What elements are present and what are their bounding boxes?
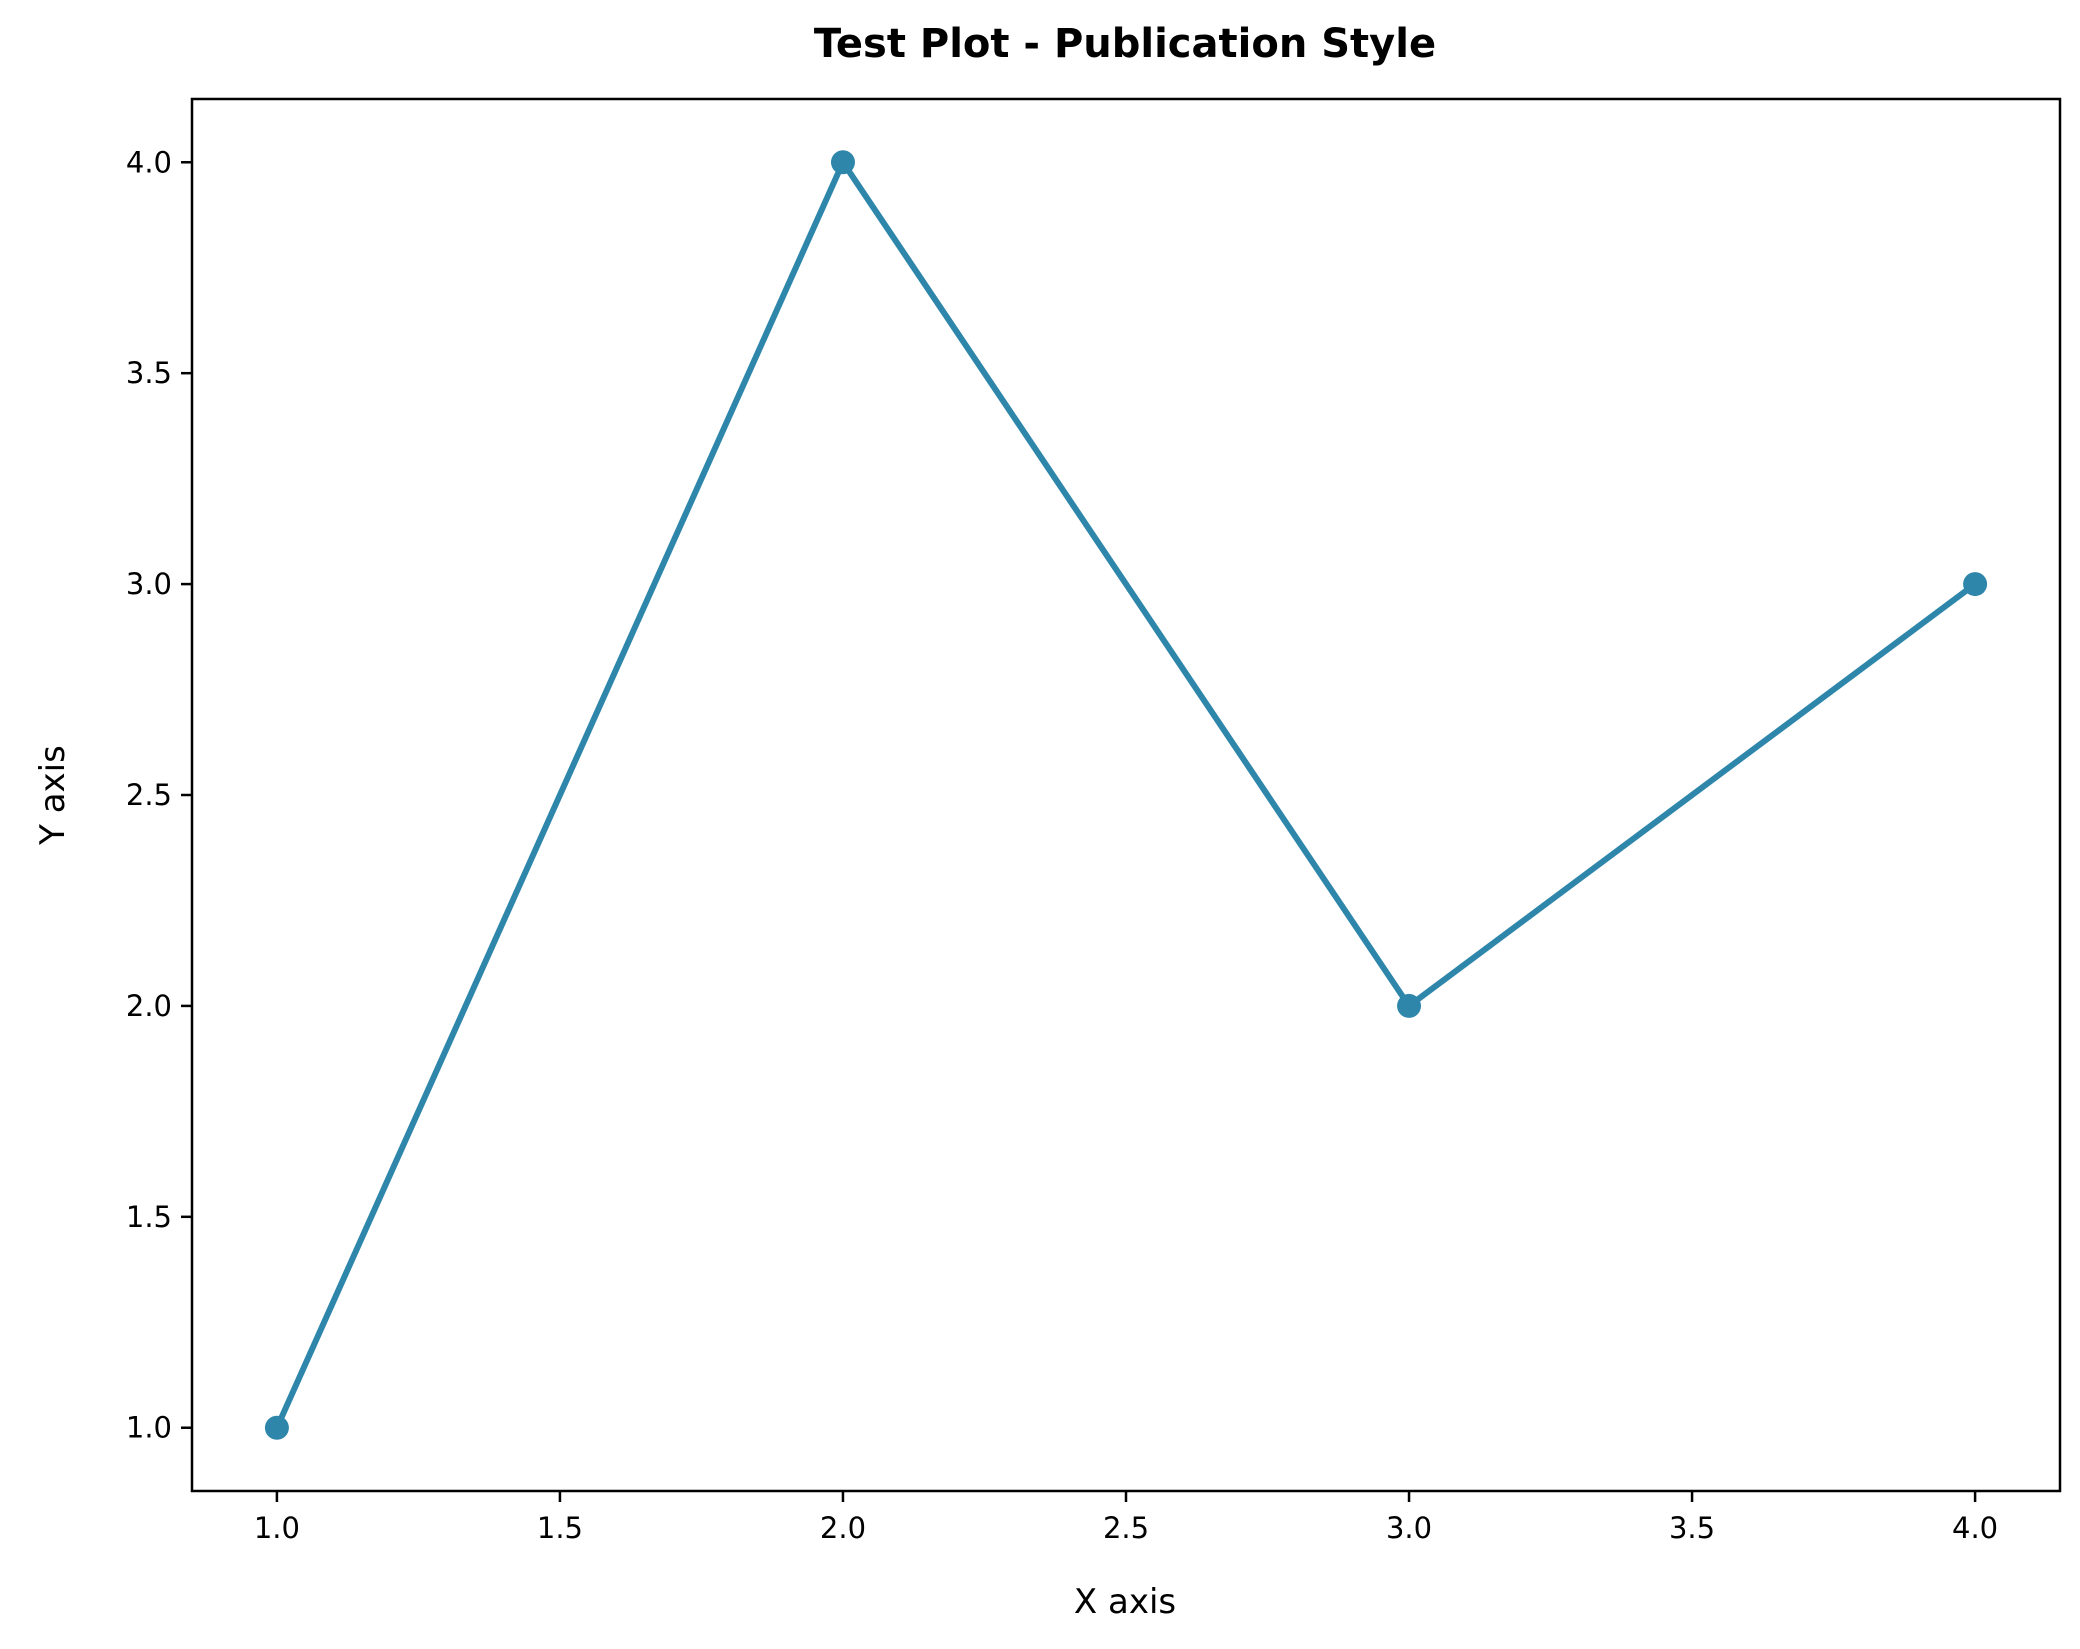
y-tick-label: 3.0 <box>126 567 172 601</box>
x-tick-label: 2.5 <box>1103 1511 1149 1545</box>
data-point <box>1963 572 1988 597</box>
y-tick-label: 2.0 <box>126 989 172 1023</box>
series-layer <box>264 150 1988 1440</box>
y-axis-ticks: 1.0 1.5 2.0 2.5 3.0 3.5 4.0 <box>126 145 192 1445</box>
x-axis-ticks: 1.0 1.5 2.0 2.5 3.0 3.5 4.0 <box>254 1491 1998 1545</box>
x-tick-label: 1.5 <box>537 1511 583 1545</box>
y-tick-label: 3.5 <box>126 356 172 390</box>
x-axis-label: X axis <box>1074 1582 1176 1622</box>
chart-title: Test Plot - Publication Style <box>814 21 1436 67</box>
data-point <box>1397 993 1422 1018</box>
series-line <box>274 156 1977 1429</box>
x-tick-label: 3.5 <box>1669 1511 1715 1545</box>
y-tick-label: 2.5 <box>126 778 172 812</box>
y-axis-label: Y axis <box>33 745 73 846</box>
x-tick-label: 2.0 <box>820 1511 866 1545</box>
y-tick-label: 1.5 <box>126 1200 172 1234</box>
x-tick-label: 1.0 <box>254 1511 300 1545</box>
y-tick-label: 4.0 <box>126 145 172 179</box>
data-point <box>264 1415 289 1440</box>
data-point <box>830 150 855 175</box>
x-tick-label: 3.0 <box>1386 1511 1432 1545</box>
x-tick-label: 4.0 <box>1952 1511 1998 1545</box>
y-tick-label: 1.0 <box>126 1411 172 1445</box>
